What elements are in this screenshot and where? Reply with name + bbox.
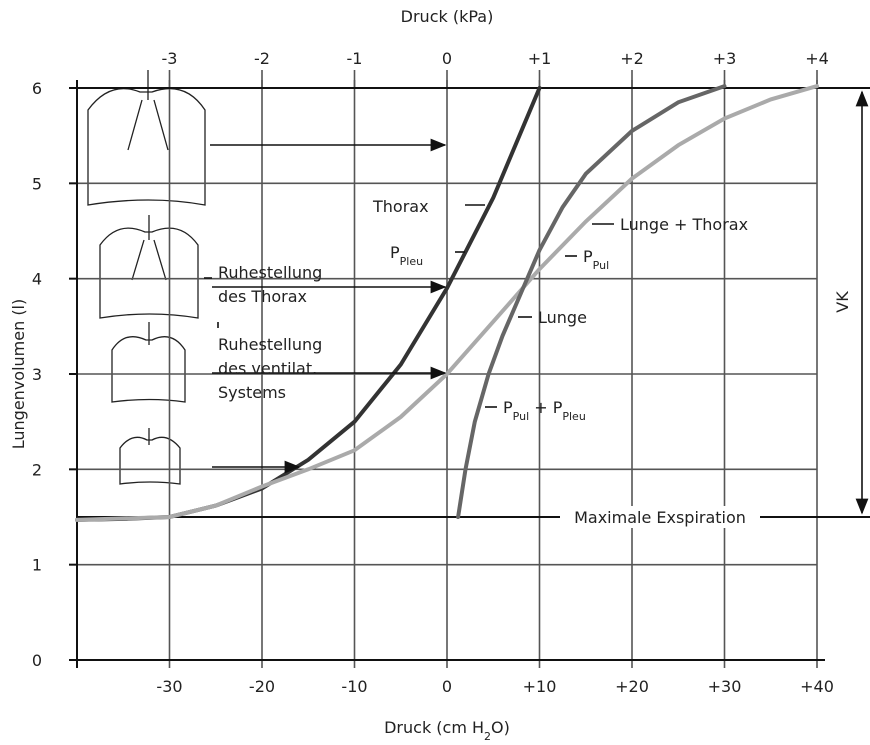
annotation: Thorax — [372, 197, 429, 216]
x2-tick-label: +4 — [805, 49, 829, 68]
y-tick-label: 5 — [32, 174, 42, 193]
y-axis-title: Lungenvolumen (l) — [9, 299, 28, 449]
text-part: P — [583, 247, 593, 266]
x2-tick-label: -1 — [347, 49, 363, 68]
annotation: des Thorax — [218, 287, 307, 306]
x-tick-label: +40 — [800, 677, 834, 696]
annotation: Lunge — [538, 308, 587, 327]
text-part: + P — [529, 398, 563, 417]
x2-tick-label: -2 — [254, 49, 270, 68]
y-tick-label: 6 — [32, 79, 42, 98]
x-tick-label: +30 — [708, 677, 742, 696]
y-tick-label: 2 — [32, 460, 42, 479]
x-tick-label: -20 — [249, 677, 275, 696]
lung-icons — [87, 70, 206, 485]
text-part: Pul — [513, 410, 529, 423]
text-part: 2 — [484, 730, 491, 743]
x2-tick-label: -3 — [162, 49, 178, 68]
text-part: Pul — [593, 259, 609, 272]
y-tick-label: 4 — [32, 270, 42, 289]
text-part: P — [503, 398, 513, 417]
annotation: Systems — [218, 383, 286, 402]
x2-tick-label: +3 — [713, 49, 737, 68]
text-part: P — [390, 243, 400, 262]
y-tick-label: 0 — [32, 651, 42, 670]
label-background — [560, 506, 760, 528]
annotation: Ruhestellung — [218, 263, 322, 282]
x-tick-label: +20 — [615, 677, 649, 696]
text-part: Lunge — [538, 308, 587, 327]
x-tick-label: +10 — [523, 677, 557, 696]
x-axis-title: Druck (cm H2O) — [384, 718, 510, 743]
text-part: Thorax — [372, 197, 429, 216]
x2-axis-title: Druck (kPa) — [401, 7, 494, 26]
y-tick-label: 1 — [32, 556, 42, 575]
annotation: des ventilat. — [218, 359, 317, 378]
annotation: PPul + PPleu — [503, 398, 586, 423]
line-series — [456, 84, 727, 519]
annotation: Maximale Exspiration — [574, 508, 746, 527]
text-part: Lunge + Thorax — [620, 215, 748, 234]
annotation: VK — [833, 291, 852, 313]
x-tick-label: 0 — [442, 677, 452, 696]
text-part: O) — [491, 718, 510, 737]
line-series — [75, 84, 819, 522]
annotation: Ruhestellung — [218, 335, 322, 354]
x2-tick-label: 0 — [442, 49, 452, 68]
text-part: Druck (cm H — [384, 718, 484, 737]
text-part: VK — [833, 291, 852, 313]
x2-tick-label: +1 — [528, 49, 552, 68]
annotation: PPleu — [390, 243, 423, 268]
x2-tick-label: +2 — [620, 49, 644, 68]
text-part: Maximale Exspiration — [574, 508, 746, 527]
x-tick-label: -10 — [341, 677, 367, 696]
annotation: PPul — [583, 247, 609, 272]
x-tick-label: -30 — [156, 677, 182, 696]
y-tick-label: 3 — [32, 365, 42, 384]
text-part: Pleu — [400, 255, 423, 268]
annotation: Lunge + Thorax — [620, 215, 748, 234]
text-part: Pleu — [562, 410, 585, 423]
